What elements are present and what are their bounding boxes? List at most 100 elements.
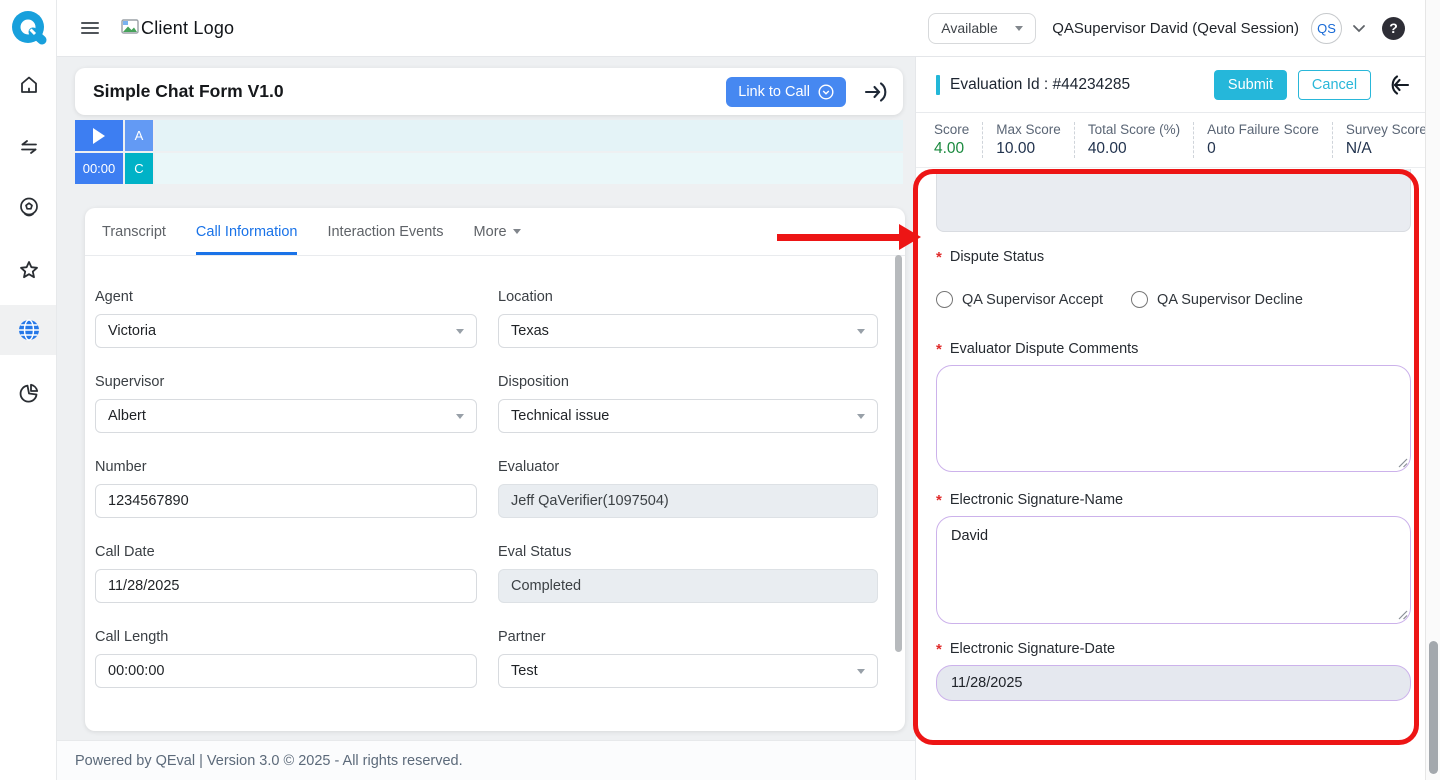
chevron-down-icon <box>857 328 865 334</box>
agent-waveform-track[interactable] <box>155 120 903 151</box>
field-label-partner: Partner <box>498 629 546 645</box>
auto-failure-col: Auto Failure Score 0 <box>1193 122 1332 158</box>
call-details-card: Transcript Call Information Interaction … <box>85 208 905 731</box>
score-col: Score 4.00 <box>934 122 970 157</box>
field-label-call-length: Call Length <box>95 629 169 645</box>
survey-score-value: N/A <box>1345 140 1372 157</box>
audio-player-row-client: 00:00 C <box>75 153 903 184</box>
card-scrollbar[interactable] <box>895 255 902 652</box>
home-icon <box>20 76 37 93</box>
broken-image-icon <box>121 18 139 34</box>
call-length-field[interactable] <box>95 654 477 688</box>
chevron-down-icon <box>512 229 521 234</box>
agent-select[interactable]: Victoria <box>95 314 477 348</box>
client-logo-text: Client Logo <box>141 17 235 38</box>
sidebar-item-home[interactable] <box>0 73 57 97</box>
sidebar-item-interactions[interactable] <box>0 135 57 159</box>
dispute-comments-label: * Evaluator Dispute Comments <box>936 340 1139 358</box>
chevron-down-icon <box>456 328 464 334</box>
radio-accept-input[interactable] <box>936 291 953 308</box>
chevron-down-icon <box>456 413 464 419</box>
link-to-call-label: Link to Call <box>738 83 810 100</box>
qeval-logo-icon[interactable] <box>8 8 49 49</box>
max-score-value: 10.00 <box>996 140 1036 157</box>
cancel-button[interactable]: Cancel <box>1298 69 1371 100</box>
resize-handle-icon[interactable] <box>1398 458 1408 468</box>
collapse-panel-icon[interactable] <box>1385 73 1411 97</box>
evaluation-id: Evaluation Id : #44234285 <box>950 75 1131 93</box>
dispute-comments-textarea[interactable] <box>936 365 1411 472</box>
globe-icon <box>18 319 39 341</box>
auto-failure-value: 0 <box>1207 140 1216 157</box>
sidebar-item-favorites[interactable] <box>0 258 57 282</box>
tab-transcript[interactable]: Transcript <box>102 223 166 240</box>
chevron-down-icon <box>857 668 865 674</box>
tab-call-information[interactable]: Call Information <box>196 208 298 255</box>
total-score-value: 40.00 <box>1087 140 1127 157</box>
radio-qa-supervisor-decline[interactable]: QA Supervisor Decline <box>1131 291 1303 308</box>
tab-bar: Transcript Call Information Interaction … <box>85 208 905 256</box>
survey-score-col: Survey Score N/A <box>1331 122 1440 158</box>
evaluation-comment-textarea[interactable] <box>936 169 1411 232</box>
playback-time: 00:00 <box>75 153 123 184</box>
eval-status-field: Completed <box>498 569 878 603</box>
top-header: Client Logo Available QASupervisor David… <box>57 0 1425 57</box>
help-button[interactable]: ? <box>1382 16 1405 40</box>
score-value: 4.00 <box>934 140 965 157</box>
avatar[interactable]: QS <box>1311 12 1342 44</box>
score-summary: Score 4.00 Max Score 10.00 Total Score (… <box>916 113 1427 168</box>
signature-date-field: 11/28/2025 <box>936 665 1411 701</box>
availability-value: Available <box>941 20 998 36</box>
field-label-eval-status: Eval Status <box>498 544 572 560</box>
hamburger-menu-icon[interactable] <box>81 22 99 34</box>
agent-track-button[interactable]: A <box>125 120 153 151</box>
number-field[interactable] <box>95 484 477 518</box>
form-title-card: Simple Chat Form V1.0 Link to Call <box>75 68 903 115</box>
evaluation-header: Evaluation Id : #44234285 Submit Cancel <box>916 57 1425 113</box>
evaluator-field: Jeff QaVerifier(1097504) <box>498 484 878 518</box>
dispute-status-options: QA Supervisor Accept QA Supervisor Decli… <box>936 291 1411 308</box>
link-to-call-button[interactable]: Link to Call <box>726 76 846 107</box>
star-icon <box>19 261 38 279</box>
location-select[interactable]: Texas <box>498 314 878 348</box>
window-scrollbar[interactable] <box>1425 0 1440 780</box>
call-information-form: Agent Victoria Location Texas Supervisor… <box>85 256 905 688</box>
dispute-form: * Dispute Status QA Supervisor Accept QA… <box>916 169 1425 780</box>
field-label-disposition: Disposition <box>498 374 569 390</box>
availability-dropdown[interactable]: Available <box>928 12 1037 44</box>
call-date-field[interactable] <box>95 569 477 603</box>
sidebar-item-quality[interactable] <box>0 196 57 220</box>
footer-text: Powered by QEval | Version 3.0 © 2025 - … <box>75 752 463 769</box>
signature-name-textarea[interactable]: David <box>936 516 1411 624</box>
user-menu-chevron-icon[interactable] <box>1352 24 1366 33</box>
radio-qa-supervisor-accept[interactable]: QA Supervisor Accept <box>936 291 1103 308</box>
sidebar-item-sessions[interactable] <box>0 318 57 342</box>
supervisor-select[interactable]: Albert <box>95 399 477 433</box>
client-track-button[interactable]: C <box>125 153 153 184</box>
field-label-agent: Agent <box>95 289 133 305</box>
evaluation-panel: Evaluation Id : #44234285 Submit Cancel … <box>915 57 1427 780</box>
tab-more[interactable]: More <box>474 208 521 255</box>
page-title: Simple Chat Form V1.0 <box>93 81 284 101</box>
signature-date-label: * Electronic Signature-Date <box>936 640 1116 658</box>
field-label-evaluator: Evaluator <box>498 459 560 475</box>
dispute-status-label: * Dispute Status <box>936 248 1045 266</box>
field-label-supervisor: Supervisor <box>95 374 165 390</box>
total-score-col: Total Score (%) 40.00 <box>1073 122 1193 158</box>
play-button[interactable] <box>75 120 123 151</box>
field-label-number: Number <box>95 459 147 475</box>
partner-select[interactable]: Test <box>498 654 878 688</box>
disposition-select[interactable]: Technical issue <box>498 399 878 433</box>
radio-decline-input[interactable] <box>1131 291 1149 308</box>
tab-interaction-events[interactable]: Interaction Events <box>327 223 444 240</box>
transfer-icon <box>20 140 37 154</box>
client-waveform-track[interactable] <box>155 153 903 184</box>
resize-handle-icon[interactable] <box>1398 610 1408 620</box>
open-in-call-arrow-icon[interactable] <box>863 80 889 104</box>
chevron-down-icon <box>1015 25 1024 31</box>
window-scrollbar-thumb[interactable] <box>1428 641 1438 774</box>
submit-button[interactable]: Submit <box>1214 69 1287 100</box>
field-label-call-date: Call Date <box>95 544 155 560</box>
sidebar-item-reports[interactable] <box>0 381 57 405</box>
signature-name-label: * Electronic Signature-Name <box>936 491 1124 509</box>
